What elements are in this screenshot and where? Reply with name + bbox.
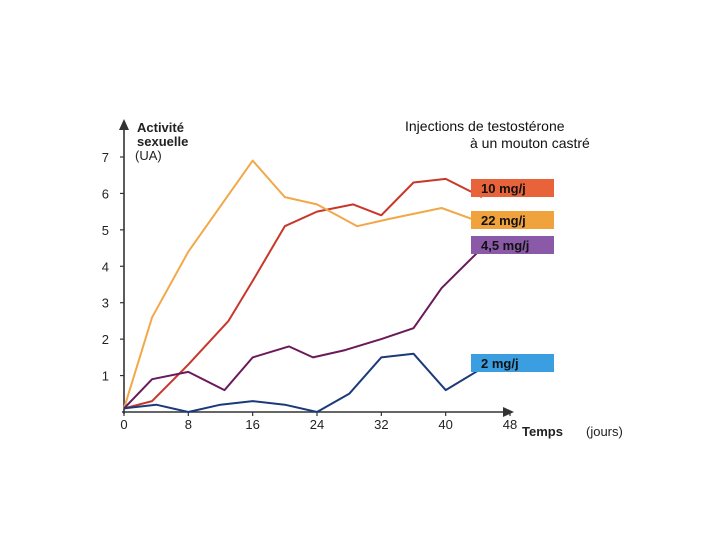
legend-box-2: [471, 236, 554, 254]
legend-box-3: [471, 354, 554, 372]
x-tick-label: 40: [438, 417, 452, 432]
legend-box-0: [471, 179, 554, 197]
y-axis-title: Activité sexuelle (UA): [135, 120, 188, 163]
ticks: 0 8 16 24 32 40 48 1 2 3 4 5 6 7: [102, 150, 517, 432]
x-tick-label: 48: [503, 417, 517, 432]
x-axis-title: Temps (jours): [522, 424, 623, 439]
x-tick-label: 24: [310, 417, 324, 432]
series-line-0: [123, 177, 483, 410]
y-tick-label: 6: [102, 186, 109, 201]
x-axis-label-unit: (jours): [586, 424, 623, 439]
y-tick-label: 5: [102, 223, 109, 238]
x-tick-label: 32: [374, 417, 388, 432]
x-tick-label: 0: [120, 417, 127, 432]
x-axis-arrow: [503, 407, 514, 417]
y-tick-label: 7: [102, 150, 109, 165]
x-tick-label: 8: [185, 417, 192, 432]
y-tick-label: 1: [102, 369, 109, 384]
y-axis-arrow: [119, 119, 129, 130]
y-axis-label-line-1: Activité: [137, 120, 184, 135]
y-axis-label-line-2: sexuelle: [137, 134, 188, 149]
legend-label-0: 10 mg/j: [481, 181, 526, 196]
y-tick-label: 3: [102, 296, 109, 311]
legend-label-3: 2 mg/j: [481, 356, 519, 371]
title-line-2: à un mouton castré: [470, 135, 590, 151]
series-line-3: [123, 352, 483, 413]
series-line-2: [123, 247, 483, 410]
x-tick-label: 16: [245, 417, 259, 432]
x-axis-label-main: Temps: [522, 424, 563, 439]
series-lines: [123, 159, 483, 413]
title-line-1: Injections de testostérone: [405, 118, 565, 134]
legend-label-2: 4,5 mg/j: [481, 238, 529, 253]
y-axis-unit: (UA): [135, 148, 162, 163]
legend-label-1: 22 mg/j: [481, 213, 526, 228]
series-line-1: [123, 159, 483, 409]
title: Injections de testostérone à un mouton c…: [405, 118, 590, 151]
legend-box-1: [471, 211, 554, 229]
y-tick-label: 2: [102, 332, 109, 347]
legend: 10 mg/j 22 mg/j 4,5 mg/j 2 mg/j: [471, 179, 554, 372]
y-tick-label: 4: [102, 259, 109, 274]
